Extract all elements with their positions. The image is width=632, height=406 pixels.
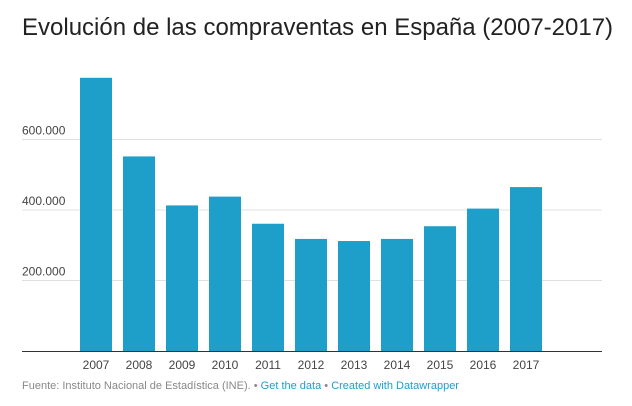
x-tick-label: 2008 [126, 358, 153, 372]
bar-2012 [295, 238, 327, 351]
bar-2007 [80, 77, 112, 351]
source-note: Fuente: Instituto Nacional de Estadístic… [22, 380, 251, 392]
x-tick-label: 2012 [298, 358, 325, 372]
x-tick-label: 2016 [470, 358, 497, 372]
x-tick-label: 2015 [427, 358, 454, 372]
bar-2017 [510, 187, 542, 351]
x-tick-label: 2009 [169, 358, 196, 372]
x-tick-label: 2007 [83, 358, 110, 372]
y-axis: 200.000 400.000 600.000 [22, 124, 66, 279]
y-tick-label: 400.000 [22, 194, 66, 208]
x-tick-label: 2017 [513, 358, 540, 372]
y-tick-label: 600.000 [22, 124, 66, 138]
datawrapper-link[interactable]: Created with Datawrapper [331, 380, 459, 392]
bar-2011 [252, 223, 284, 351]
x-tick-label: 2014 [384, 358, 411, 372]
x-axis: 2007 2008 2009 2010 2011 2012 2013 2014 2015 2016… [22, 351, 602, 372]
chart-footer: Fuente: Instituto Nacional de Estadístic… [22, 380, 459, 392]
bars [80, 77, 542, 351]
x-tick-label: 2013 [341, 358, 368, 372]
footer-separator: • [253, 380, 258, 392]
bar-2009 [166, 205, 198, 351]
bar-2013 [338, 241, 370, 351]
x-tick-label: 2011 [255, 358, 281, 372]
bar-2016 [467, 208, 499, 351]
footer-separator: • [324, 380, 329, 392]
bar-2014 [381, 238, 413, 351]
get-data-link[interactable]: Get the data [260, 380, 322, 392]
chart-title: Evolución de las compraventas en España … [22, 14, 614, 41]
bar-2010 [209, 196, 241, 351]
y-tick-label: 200.000 [22, 265, 66, 279]
x-tick-label: 2010 [212, 358, 239, 372]
bar-2008 [123, 156, 155, 351]
bar-2015 [424, 226, 456, 351]
